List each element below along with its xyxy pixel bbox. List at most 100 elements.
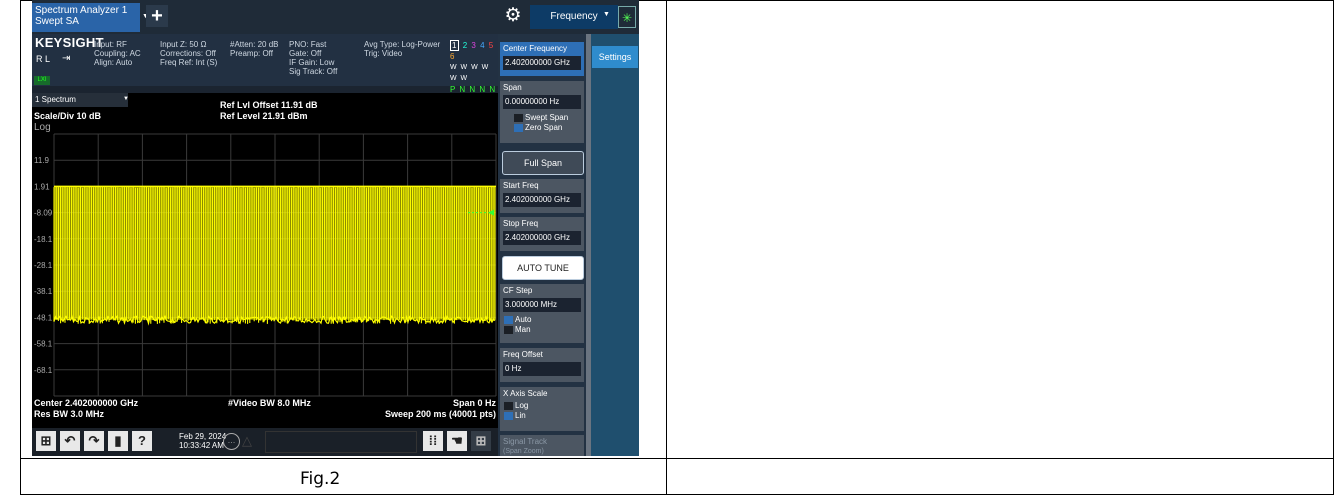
gear-icon[interactable]: ⚙ [504, 5, 522, 26]
info-input[interactable]: Input: RF Coupling: AC Align: Auto [94, 40, 141, 67]
freq-offset-label: Freq Offset [503, 350, 543, 359]
tile-view-button[interactable]: ⊞ [471, 431, 491, 451]
stop-freq-value[interactable]: 2.402000000 GHz [503, 231, 581, 245]
auto-tune-label: AUTO TUNE [517, 263, 569, 273]
stop-freq-key[interactable]: Stop Freq 2.402000000 GHz [500, 217, 584, 251]
res-bw-label[interactable]: Res BW 3.0 MHz [34, 409, 105, 419]
span-key[interactable]: Span 0.00000000 Hz Swept Span Zero Span [500, 81, 584, 143]
span-label[interactable]: Span 0 Hz [452, 398, 496, 408]
file-button[interactable]: ▮ [108, 431, 128, 451]
info-input-z[interactable]: Input Z: 50 Ω Corrections: Off Freq Ref:… [160, 40, 218, 67]
help-icon: ? [138, 433, 146, 448]
start-freq-value[interactable]: 2.402000000 GHz [503, 193, 581, 207]
tab-subtitle: Swept SA [35, 16, 79, 27]
trace-number: 5 [488, 41, 495, 50]
x-axis-lin-option[interactable]: Lin [503, 411, 581, 421]
y-tick-label: -68.1 [34, 366, 53, 375]
touch-hand-icon: ☚ [451, 433, 463, 448]
side-tabs: Settings [591, 34, 639, 456]
info-avg-type[interactable]: Avg Type: Log-Power Trig: Video [364, 40, 441, 58]
tab-spectrum-analyzer[interactable]: Spectrum Analyzer 1 Swept SA [32, 3, 140, 32]
stop-freq-label: Stop Freq [503, 219, 539, 228]
table-border-left [20, 0, 21, 495]
plot-area[interactable]: 11.9 1.91 -8.09 -18.1 -28.1 -38.1 -48.1 -58.1 -6… [32, 93, 498, 428]
auto-tune-button[interactable]: AUTO TUNE [502, 256, 584, 280]
trace-noise-floor [53, 314, 496, 326]
sweep-label[interactable]: Sweep 200 ms (40001 pts) [384, 409, 496, 419]
y-tick-label: 1.91 [34, 182, 50, 191]
windows-icon: ⊞ [40, 433, 52, 448]
signal-track-key[interactable]: Signal Track (Span Zoom) [500, 435, 584, 456]
start-freq-label: Start Freq [503, 181, 539, 190]
trace-bursts [53, 186, 495, 324]
ref-level[interactable]: Ref Level 21.91 dBm [220, 111, 308, 121]
freq-offset-key[interactable]: Freq Offset 0 Hz [500, 348, 584, 382]
x-axis-log-option[interactable]: Log [503, 401, 581, 411]
touch-button[interactable]: ☚ [447, 431, 467, 451]
menu-select[interactable]: Frequency [530, 5, 618, 29]
x-axis-scale-key[interactable]: X Axis Scale Log Lin [500, 387, 584, 431]
option-indicator [504, 316, 513, 324]
window-selector[interactable]: 1 Spectrum [32, 93, 128, 107]
scale-per-div[interactable]: Scale/Div 10 dB [34, 111, 102, 121]
man-label: Man [515, 325, 531, 334]
window-selector-label: 1 Spectrum [35, 95, 76, 104]
trigger-level-marker [488, 209, 494, 216]
folder-icon: ▮ [114, 433, 122, 448]
time-label: 10:33:42 AM [179, 441, 224, 450]
redo-icon: ↷ [88, 433, 100, 448]
brand-logo: KEYSIGHT [35, 35, 104, 50]
trace-number: 1 [450, 40, 460, 51]
video-bw-label[interactable]: #Video BW 8.0 MHz [228, 398, 311, 408]
busy-spinner-icon: ✳ [618, 6, 636, 28]
chevron-down-icon[interactable]: ▼ [603, 11, 610, 18]
cf-step-man-option[interactable]: Man [503, 325, 581, 335]
center-frequency-value[interactable]: 2.402000000 GHz [503, 56, 581, 70]
cf-step-value[interactable]: 3.000000 MHz [503, 298, 581, 312]
windows-start-button[interactable]: ⊞ [36, 431, 56, 451]
tab-title: Spectrum Analyzer 1 [35, 5, 128, 16]
zero-span-label: Zero Span [525, 123, 563, 132]
x-axis-scale-label: X Axis Scale [503, 389, 548, 398]
redo-button[interactable]: ↷ [84, 431, 104, 451]
ref-level-offset[interactable]: Ref Lvl Offset 11.91 dB [220, 100, 318, 110]
swept-span-option[interactable]: Swept Span [513, 113, 581, 123]
chevron-down-icon[interactable]: ▼ [142, 13, 149, 20]
start-freq-key[interactable]: Start Freq 2.402000000 GHz [500, 179, 584, 213]
spectrum-plot[interactable]: 11.9 1.91 -8.09 -18.1 -28.1 -38.1 -48.1 -58.1 -6… [32, 93, 498, 428]
cf-step-key[interactable]: CF Step 3.000000 MHz Auto Man [500, 284, 584, 343]
tab-settings[interactable]: Settings [592, 46, 638, 68]
spectrum-analyzer-screenshot: Spectrum Analyzer 1 Swept SA ▼ + ⚙ Frequ… [32, 0, 639, 456]
center-frequency-key[interactable]: Center Frequency 2.402000000 GHz [500, 42, 584, 76]
span-key-label: Span [503, 83, 522, 92]
full-span-button[interactable]: Full Span [502, 151, 584, 175]
info-pno[interactable]: PNO: Fast Gate: Off IF Gain: Low Sig Tra… [289, 40, 338, 76]
center-frequency-label[interactable]: Center 2.402000000 GHz [34, 398, 139, 408]
info-atten[interactable]: #Atten: 20 dB Preamp: Off [230, 40, 279, 58]
trace-number: 3 [471, 41, 477, 50]
table-border-right [1333, 0, 1334, 495]
log-option-label: Log [515, 401, 529, 410]
auto-label: Auto [515, 315, 532, 324]
undo-button[interactable]: ↶ [60, 431, 80, 451]
softkey-scrollbar[interactable] [586, 34, 591, 456]
option-indicator [514, 114, 523, 122]
message-bubble-icon[interactable]: … [223, 433, 240, 450]
y-tick-label: 11.9 [34, 156, 50, 165]
status-message-field [265, 431, 417, 453]
span-value[interactable]: 0.00000000 Hz [503, 95, 581, 109]
add-screen-button[interactable]: + [146, 5, 168, 27]
option-indicator [504, 402, 513, 410]
warning-triangle-icon[interactable]: △ [242, 433, 252, 448]
zero-span-option[interactable]: Zero Span [513, 123, 581, 133]
signal-track-label: Signal Track [503, 437, 548, 446]
cf-step-auto-option[interactable]: Auto [503, 315, 581, 325]
trace-number: 2 [462, 41, 469, 50]
help-button[interactable]: ? [132, 431, 152, 451]
chevron-down-icon[interactable]: ▼ [123, 96, 129, 102]
multi-window-button[interactable]: ⁞⁞ [423, 431, 443, 451]
table-border-row [20, 458, 1334, 459]
signal-track-sub: (Span Zoom) [503, 448, 544, 455]
y-tick-label: -58.1 [34, 340, 53, 349]
freq-offset-value[interactable]: 0 Hz [503, 362, 581, 376]
